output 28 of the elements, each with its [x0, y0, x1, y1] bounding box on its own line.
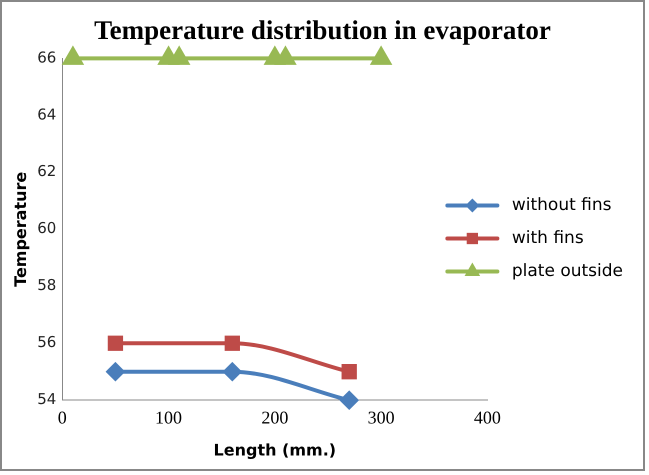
y-tick-label: 62	[37, 162, 56, 180]
point	[276, 47, 296, 65]
y-tick-label: 56	[37, 333, 56, 352]
x-tick-label: 400	[474, 408, 501, 428]
point	[108, 336, 124, 351]
y-tick-label: 58	[37, 276, 56, 294]
y-tick-label: 60	[37, 219, 56, 238]
y-axis-title: Temperature	[10, 172, 30, 287]
point	[342, 364, 357, 380]
legend-label: with fins	[512, 228, 584, 248]
x-tick-label: 300	[368, 408, 395, 428]
x-axis-title: Length (mm.)	[214, 440, 336, 460]
y-tick-label: 64	[37, 105, 56, 124]
y-tick-label: 66	[37, 48, 56, 66]
point	[169, 47, 189, 65]
chart-title: Temperature distribution in evaporator	[94, 15, 551, 46]
x-tick-label: 0	[58, 408, 67, 428]
x-tick-label: 200	[261, 408, 288, 428]
point	[340, 391, 358, 410]
x-tick-label: 100	[155, 408, 182, 428]
point	[224, 336, 240, 351]
point	[106, 362, 124, 381]
legend-label: without fins	[512, 194, 612, 215]
y-tick-label: 54	[37, 390, 56, 408]
point	[371, 47, 391, 65]
point	[223, 362, 242, 381]
point	[63, 47, 83, 65]
legend-label: plate outside	[512, 260, 624, 281]
